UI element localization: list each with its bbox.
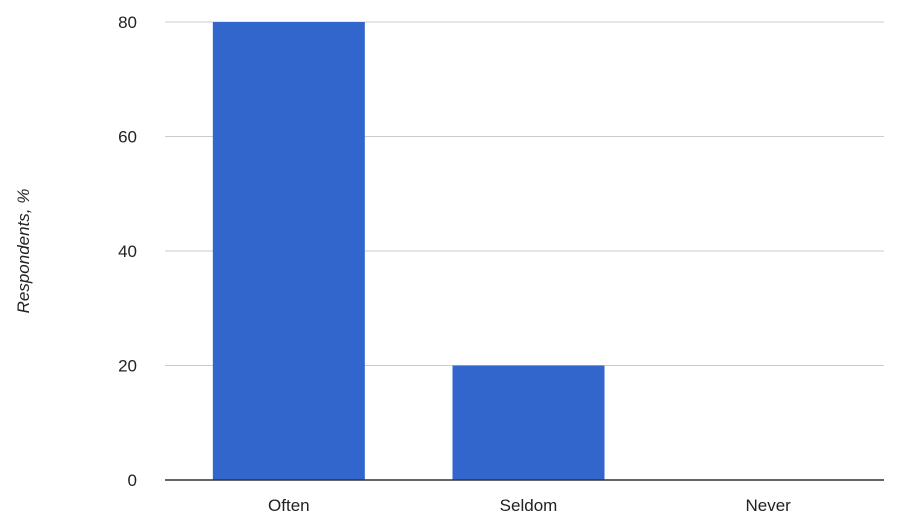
y-tick-label: 80	[118, 13, 137, 32]
y-tick-labels: 0 20 40 60 80	[118, 13, 137, 490]
y-tick-label: 0	[128, 471, 137, 490]
bar-often	[212, 22, 365, 480]
x-tick-label-often: Often	[268, 496, 310, 515]
x-tick-labels: Often Seldom Never	[268, 496, 791, 515]
x-tick-label-seldom: Seldom	[500, 496, 558, 515]
y-tick-label: 40	[118, 242, 137, 261]
y-tick-label: 60	[118, 128, 137, 147]
y-tick-label: 20	[118, 357, 137, 376]
bars	[212, 22, 605, 480]
y-axis-label: Respondents, %	[14, 189, 33, 314]
bar-seldom	[452, 365, 605, 480]
x-tick-label-never: Never	[745, 496, 791, 515]
